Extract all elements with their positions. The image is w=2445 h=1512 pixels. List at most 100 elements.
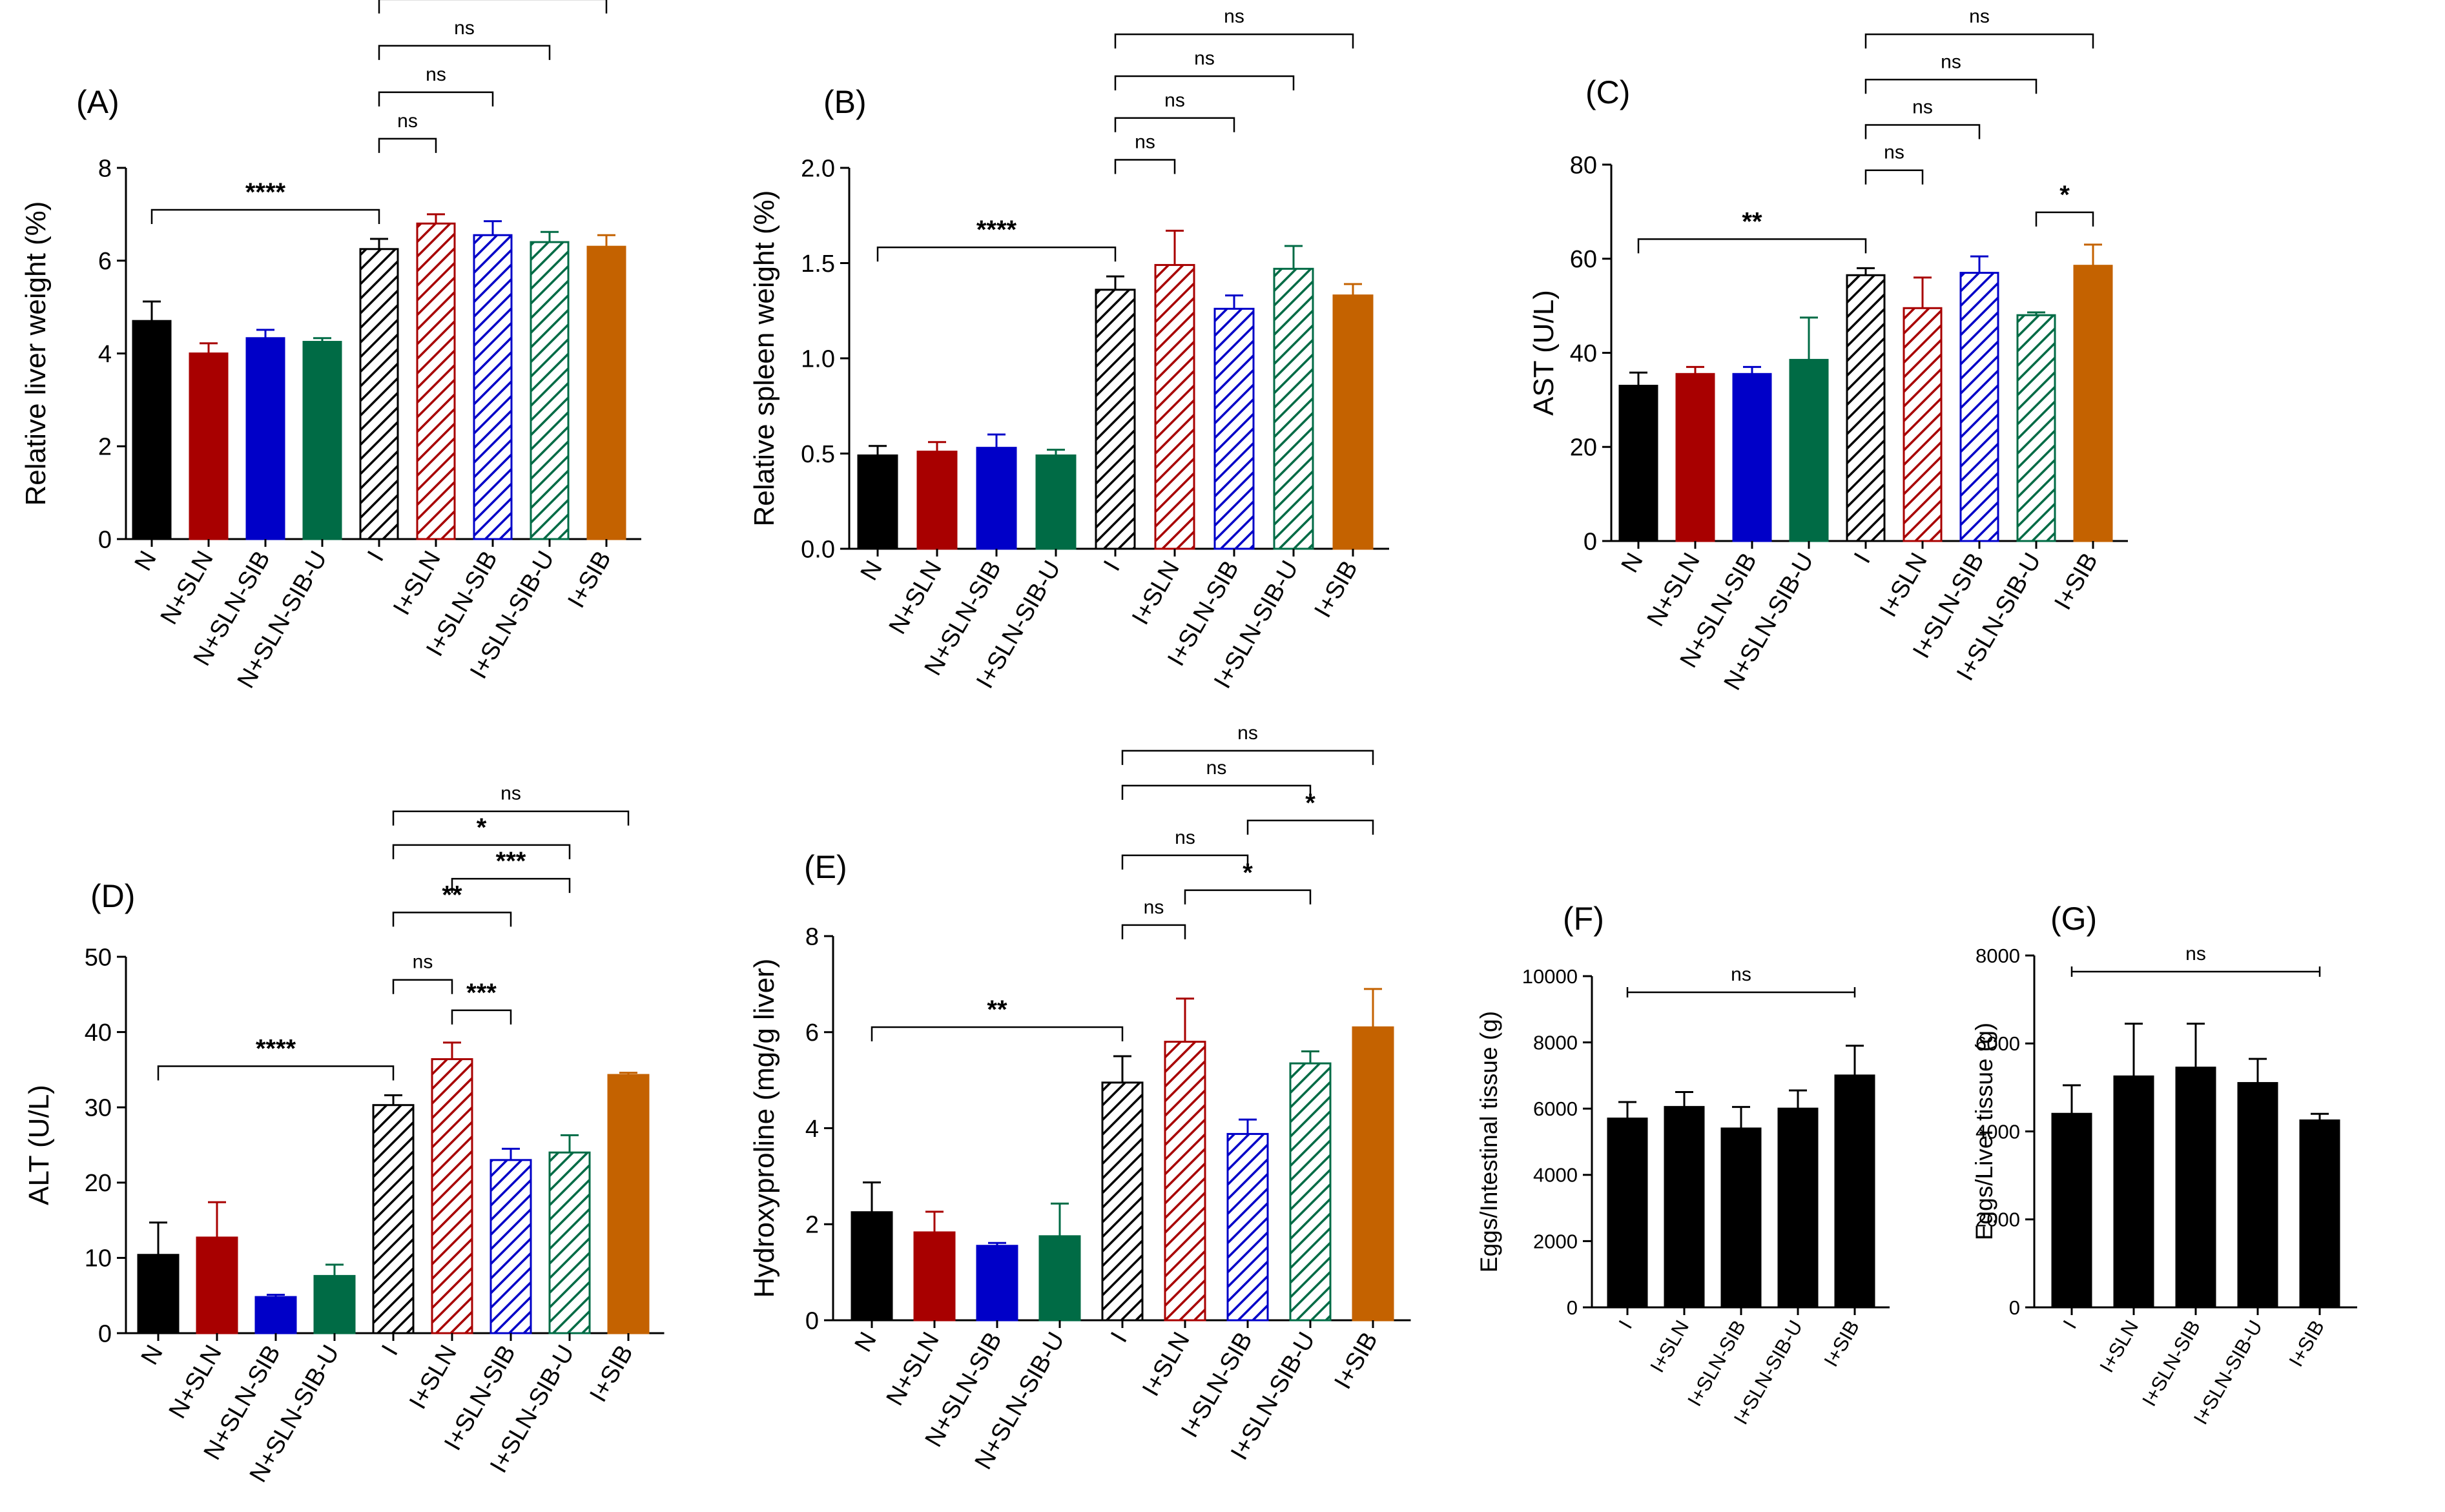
significance-label: ****: [976, 216, 1017, 244]
panel-label: (E): [804, 849, 847, 885]
significance-bracket: [378, 138, 437, 153]
significance-label: ns: [1912, 96, 1933, 117]
significance-bracket: [378, 45, 551, 60]
x-tick-label: N: [136, 1341, 169, 1370]
bar: [254, 1296, 297, 1334]
y-tick-label: 0: [98, 1320, 112, 1347]
x-tick-label: I+SLN-SIB: [1683, 1316, 1750, 1410]
bar: [607, 1074, 650, 1334]
significance-bracket: [1114, 117, 1235, 132]
significance-label: ns: [1237, 722, 1258, 744]
x-tick-label: I: [1849, 549, 1876, 568]
bar: [1720, 1127, 1762, 1309]
significance-label: ns: [500, 783, 521, 804]
significance-label: ns: [1164, 90, 1185, 111]
x-tick-label: I+SIB: [1819, 1316, 1864, 1371]
y-axis-label: Eggs/Liver tissue (g): [1971, 1023, 1997, 1240]
panel-f: (F) Eggs/Intestinal tissue (g) 0 2000 4000 60…: [1476, 901, 1890, 1428]
bar: [976, 1245, 1018, 1322]
y-axis-label: Eggs/Intestinal tissue (g): [1476, 1011, 1502, 1272]
y-tick-label: 4: [98, 341, 112, 368]
bar: [1273, 267, 1314, 550]
bar: [1289, 1062, 1332, 1322]
significance-bracket: [378, 91, 494, 107]
x-tick-label: I+SLN: [1875, 549, 1933, 622]
y-tick-label: 4: [805, 1116, 819, 1143]
y-axis-label: Hydroxyproline (mg/g liver): [748, 959, 780, 1298]
bar: [1834, 1074, 1875, 1309]
x-tick-label: I+SLN: [404, 1341, 462, 1414]
bar: [1038, 1235, 1081, 1322]
significance-bracket: [150, 209, 380, 224]
bar: [2016, 314, 2056, 542]
x-tick-label: N: [850, 1328, 882, 1357]
bar: [1164, 1041, 1206, 1322]
bar: [1352, 1026, 1394, 1322]
bar: [2113, 1075, 2154, 1309]
y-tick-label: 60: [1570, 246, 1597, 273]
y-tick-label: 2: [98, 434, 112, 461]
y-tick-label: 30: [85, 1095, 112, 1122]
bar: [137, 1254, 180, 1334]
bar: [473, 234, 513, 540]
y-tick-label: 0: [98, 526, 112, 553]
y-tick-label: 6000: [1976, 1032, 2020, 1055]
panel-d: (D)ALT (U/L)01020304050NN+SLNN+SLN-SIBN+…: [23, 783, 665, 1487]
bar: [1035, 454, 1077, 550]
bar: [431, 1058, 473, 1334]
y-axis-label: Relative spleen weight (%): [748, 190, 780, 527]
y-tick-label: 8000: [1533, 1031, 1578, 1054]
y-tick-label: 40: [1570, 340, 1597, 367]
bar: [1607, 1118, 1648, 1309]
significance-label: **: [987, 996, 1007, 1024]
bar: [913, 1231, 956, 1322]
y-tick-label: 10000: [1522, 965, 1578, 988]
bar: [2237, 1082, 2278, 1309]
y-tick-label: 80: [1570, 152, 1597, 179]
panel-label: (F): [1563, 901, 1604, 937]
bar: [302, 341, 342, 540]
x-tick-label: N+SLN: [882, 1328, 945, 1411]
significance-bracket: [392, 979, 453, 994]
significance-bracket: [157, 1065, 395, 1081]
bar: [2051, 1112, 2092, 1309]
y-axis-label: Relative liver weight (%): [20, 201, 52, 506]
panel-b: (B) Relative spleen weight (%) 0.0 0.5 1.0 1.…: [748, 6, 1389, 693]
bar: [1095, 289, 1136, 550]
bar: [416, 222, 456, 540]
bar: [1675, 373, 1715, 542]
panel-label: (A): [76, 84, 119, 120]
bar: [916, 451, 958, 550]
x-tick-label: I+SLN-SIB: [2138, 1316, 2205, 1410]
significance-bracket: [1114, 75, 1295, 90]
y-tick-label: 1.5: [801, 250, 835, 278]
panel-label: (B): [823, 84, 867, 120]
bar: [586, 245, 626, 540]
significance-label: ns: [454, 17, 475, 39]
bar: [313, 1274, 356, 1334]
x-tick-label: I: [1614, 1316, 1636, 1333]
x-tick-label: N: [130, 547, 162, 576]
bar: [2073, 265, 2113, 542]
y-tick-label: 40: [85, 1019, 112, 1047]
y-tick-label: 2000: [1976, 1209, 2020, 1231]
y-tick-label: 10: [85, 1245, 112, 1272]
panel-label: (D): [90, 878, 135, 914]
significance-bracket: [392, 810, 630, 826]
y-tick-label: 0.5: [801, 441, 835, 468]
x-tick-label: N+SLN: [884, 557, 947, 639]
significance-label: ns: [1175, 827, 1195, 848]
significance-bracket: [1637, 238, 1867, 254]
bar: [245, 337, 285, 540]
bar: [1777, 1107, 1819, 1309]
y-tick-label: 6: [98, 248, 112, 275]
significance-bracket: [1121, 784, 1312, 800]
significance-label: ns: [1206, 757, 1227, 779]
significance-label: ns: [426, 64, 446, 85]
significance-bracket: [1184, 889, 1312, 904]
bar: [359, 248, 399, 540]
significance-label: ***: [496, 847, 526, 875]
significance-bracket: [1114, 33, 1354, 49]
significance-bracket: [392, 844, 571, 859]
significance-bracket: [876, 246, 1117, 262]
